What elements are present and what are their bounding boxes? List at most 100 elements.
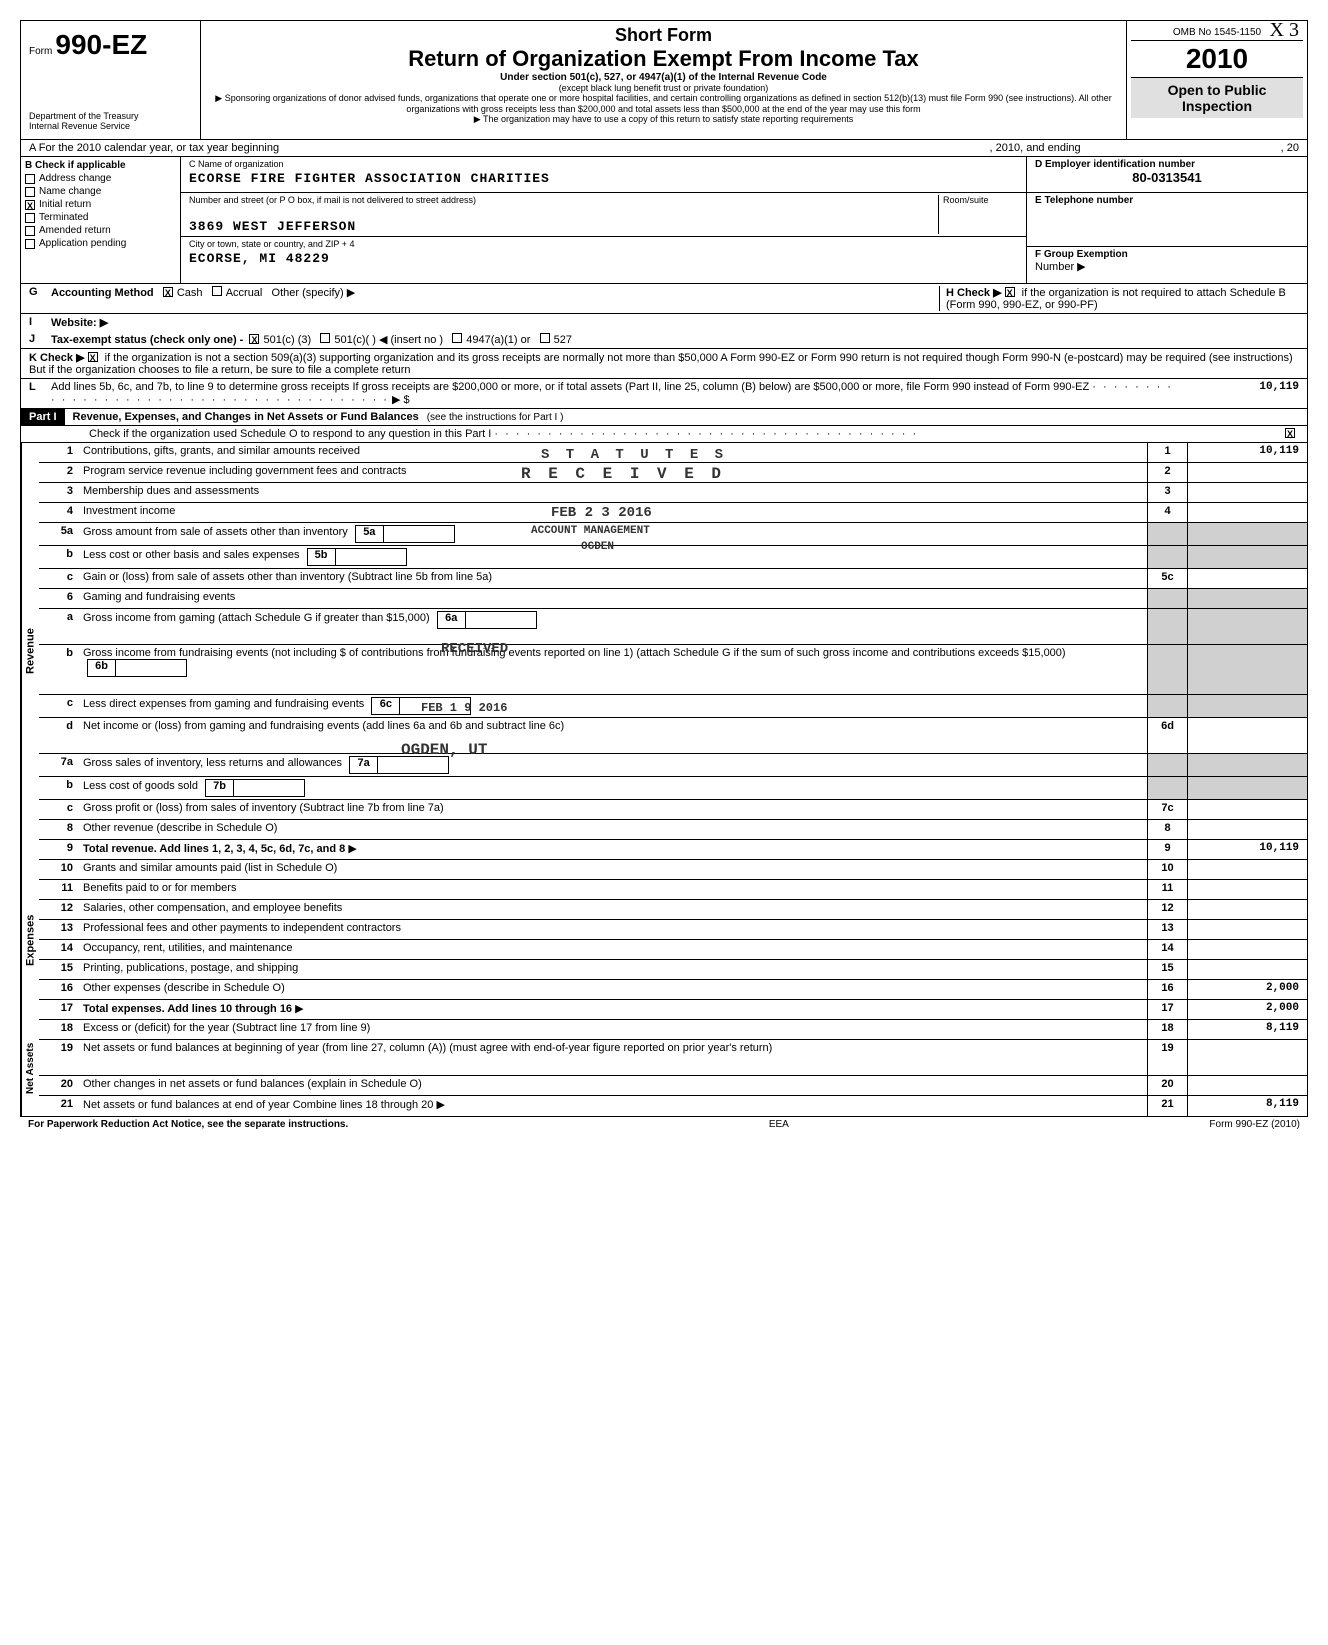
line-7a: 7aGross sales of inventory, less returns… bbox=[39, 754, 1307, 777]
row-k: K Check ▶ X if the organization is not a… bbox=[21, 349, 1307, 379]
row-l: L Add lines 5b, 6c, and 7b, to line 9 to… bbox=[21, 379, 1307, 409]
line-4: 4Investment income4 bbox=[39, 503, 1307, 523]
j-527-check[interactable] bbox=[540, 333, 550, 343]
c-name-value: ECORSE FIRE FIGHTER ASSOCIATION CHARITIE… bbox=[189, 169, 1018, 186]
part1-check-box[interactable]: X bbox=[1285, 428, 1295, 438]
col-d: D Employer identification number 80-0313… bbox=[1027, 157, 1307, 283]
g-accrual-check[interactable] bbox=[212, 286, 222, 296]
tax-year: 2010 bbox=[1131, 41, 1303, 78]
part1-check-row: Check if the organization used Schedule … bbox=[21, 426, 1307, 443]
line-6d: dNet income or (loss) from gaming and fu… bbox=[39, 718, 1307, 754]
line-16: 16Other expenses (describe in Schedule O… bbox=[39, 980, 1307, 1000]
footer-right: Form 990-EZ (2010) bbox=[1209, 1119, 1300, 1130]
line-11: 11Benefits paid to or for members11 bbox=[39, 880, 1307, 900]
g-letter: G bbox=[29, 286, 51, 311]
row-j: J Tax-exempt status (check only one) - X… bbox=[21, 331, 1307, 349]
line-13: 13Professional fees and other payments t… bbox=[39, 920, 1307, 940]
row-a: A For the 2010 calendar year, or tax yea… bbox=[21, 140, 1307, 157]
c-street-row: Number and street (or P O box, if mail i… bbox=[181, 193, 1026, 237]
check-amended[interactable]: Amended return bbox=[25, 224, 176, 237]
l-text: Add lines 5b, 6c, and 7b, to line 9 to d… bbox=[51, 381, 1089, 393]
dept-irs: Internal Revenue Service bbox=[29, 121, 192, 131]
part1-row: Part I Revenue, Expenses, and Changes in… bbox=[21, 409, 1307, 426]
part1-check-text: Check if the organization used Schedule … bbox=[89, 428, 491, 440]
line-17: 17Total expenses. Add lines 10 through 1… bbox=[39, 1000, 1307, 1020]
footer-mid: EEA bbox=[769, 1119, 789, 1130]
l-letter: L bbox=[29, 381, 51, 406]
except-text: (except black lung benefit trust or priv… bbox=[209, 83, 1118, 93]
check-name-change[interactable]: Name change bbox=[25, 185, 176, 198]
line-10: 10Grants and similar amounts paid (list … bbox=[39, 860, 1307, 880]
line-1: 1Contributions, gifts, grants, and simil… bbox=[39, 443, 1307, 463]
line-5b: bLess cost or other basis and sales expe… bbox=[39, 546, 1307, 569]
row-a-label: A For the 2010 calendar year, or tax yea… bbox=[29, 142, 279, 154]
copy-text: ▶ The organization may have to use a cop… bbox=[209, 114, 1118, 125]
e-phone-label: E Telephone number bbox=[1035, 195, 1299, 206]
line-5a: 5aGross amount from sale of assets other… bbox=[39, 523, 1307, 546]
part1-label: Part I bbox=[21, 409, 65, 425]
k-text: if the organization is not a section 509… bbox=[29, 352, 1293, 376]
line-12: 12Salaries, other compensation, and empl… bbox=[39, 900, 1307, 920]
line-19: 19Net assets or fund balances at beginni… bbox=[39, 1040, 1307, 1076]
part1-lines: S T A T U T E S R E C E I V E D FEB 2 3 … bbox=[21, 443, 1307, 1116]
row-a-end: , 20 bbox=[1281, 142, 1299, 154]
f-group-row: F Group Exemption Number ▶ bbox=[1027, 247, 1307, 283]
j-4947-check[interactable] bbox=[452, 333, 462, 343]
k-check[interactable]: X bbox=[88, 352, 98, 362]
line-9: 9Total revenue. Add lines 1, 2, 3, 4, 5c… bbox=[39, 840, 1307, 860]
c-city-label: City or town, state or country, and ZIP … bbox=[189, 239, 1018, 249]
d-ein-row: D Employer identification number 80-0313… bbox=[1027, 157, 1307, 193]
c-street-value: 3869 WEST JEFFERSON bbox=[189, 217, 938, 234]
handwritten-x3: X 3 bbox=[1270, 19, 1299, 42]
c-room-label: Room/suite bbox=[943, 195, 1018, 205]
part1-sub: (see the instructions for Part I ) bbox=[427, 412, 564, 423]
line-6b: bGross income from fundraising events (n… bbox=[39, 645, 1307, 695]
line-6: 6Gaming and fundraising events bbox=[39, 589, 1307, 609]
line-15: 15Printing, publications, postage, and s… bbox=[39, 960, 1307, 980]
return-title: Return of Organization Exempt From Incom… bbox=[209, 46, 1118, 72]
line-2: 2Program service revenue including gover… bbox=[39, 463, 1307, 483]
side-expenses: Expenses bbox=[21, 860, 39, 1020]
line-8: 8Other revenue (describe in Schedule O)8 bbox=[39, 820, 1307, 840]
col-b: B Check if applicable Address change Nam… bbox=[21, 157, 181, 283]
j-501c-check[interactable] bbox=[320, 333, 330, 343]
g-label: Accounting Method bbox=[51, 287, 154, 299]
line-7b: bLess cost of goods sold 7b bbox=[39, 777, 1307, 800]
k-label: K Check ▶ bbox=[29, 352, 85, 364]
row-gh: G Accounting Method XCash Accrual Other … bbox=[21, 284, 1307, 314]
e-phone-row: E Telephone number bbox=[1027, 193, 1307, 247]
f-group-sub: Number ▶ bbox=[1035, 260, 1299, 273]
g-cash-check[interactable]: X bbox=[163, 287, 173, 297]
side-revenue: Revenue bbox=[21, 443, 39, 860]
side-net-assets: Net Assets bbox=[21, 1020, 39, 1116]
line-20: 20Other changes in net assets or fund ba… bbox=[39, 1076, 1307, 1096]
col-c: C Name of organization ECORSE FIRE FIGHT… bbox=[181, 157, 1027, 283]
j-501c3-check[interactable]: X bbox=[249, 334, 259, 344]
c-name-row: C Name of organization ECORSE FIRE FIGHT… bbox=[181, 157, 1026, 193]
check-initial-return[interactable]: XInitial return bbox=[25, 198, 176, 211]
b-header: B Check if applicable bbox=[25, 159, 176, 172]
c-city-row: City or town, state or country, and ZIP … bbox=[181, 237, 1026, 273]
form-number: 990-EZ bbox=[55, 29, 147, 60]
footer-left: For Paperwork Reduction Act Notice, see … bbox=[28, 1119, 348, 1130]
h-check[interactable]: X bbox=[1005, 287, 1015, 297]
line-3: 3Membership dues and assessments3 bbox=[39, 483, 1307, 503]
j-label: Tax-exempt status (check only one) - bbox=[51, 334, 243, 346]
line-7c: cGross profit or (loss) from sales of in… bbox=[39, 800, 1307, 820]
check-terminated[interactable]: Terminated bbox=[25, 211, 176, 224]
j-letter: J bbox=[29, 333, 51, 346]
check-application-pending[interactable]: Application pending bbox=[25, 237, 176, 250]
f-group-label: F Group Exemption bbox=[1035, 249, 1299, 260]
c-street-label: Number and street (or P O box, if mail i… bbox=[189, 195, 938, 205]
line-18: 18Excess or (deficit) for the year (Subt… bbox=[39, 1020, 1307, 1040]
form-page: X 3 Form 990-EZ Department of the Treasu… bbox=[20, 20, 1308, 1117]
open-to-public: Open to Public Inspection bbox=[1131, 78, 1303, 118]
line-21: 21Net assets or fund balances at end of … bbox=[39, 1096, 1307, 1116]
h-label: H Check ▶ bbox=[946, 287, 1002, 299]
form-prefix: Form bbox=[29, 46, 52, 57]
line-5c: cGain or (loss) from sale of assets othe… bbox=[39, 569, 1307, 589]
row-a-mid: , 2010, and ending bbox=[990, 142, 1081, 154]
header-center: Short Form Return of Organization Exempt… bbox=[201, 21, 1127, 139]
check-address-change[interactable]: Address change bbox=[25, 172, 176, 185]
l-arrow: ▶ $ bbox=[392, 394, 410, 406]
